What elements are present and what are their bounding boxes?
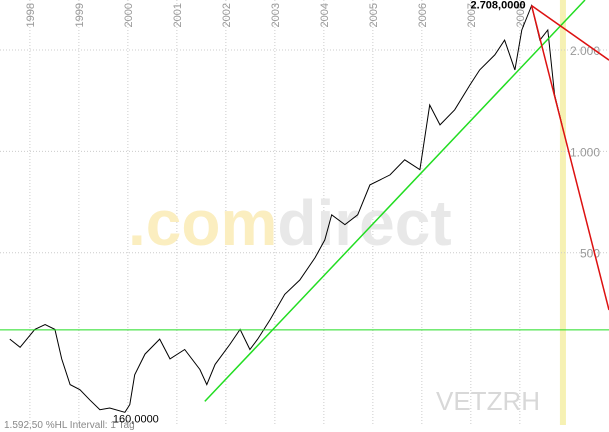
- x-tick-label: 2004: [319, 3, 331, 27]
- x-tick-label: 2005: [368, 3, 380, 27]
- min-label: 160,0000: [113, 413, 159, 425]
- y-tick-label: 2.000: [570, 44, 600, 58]
- trendline: [204, 0, 586, 402]
- trendline: [530, 5, 609, 311]
- x-tick-label: 2003: [270, 3, 282, 27]
- x-tick-label: 1998: [25, 3, 37, 27]
- watermark-com: .com: [128, 187, 277, 259]
- x-tick-label: 2002: [221, 3, 233, 27]
- x-tick-label: 2000: [123, 3, 135, 27]
- highlight-band: [559, 0, 566, 425]
- x-tick-label: 2008: [515, 3, 527, 27]
- x-tick-label: 2007: [466, 3, 478, 27]
- watermark: .comdirect: [128, 187, 452, 259]
- x-tick-label: 1999: [74, 3, 86, 27]
- symbol: VETZRH: [436, 386, 540, 416]
- trendline: [531, 5, 609, 61]
- x-tick-label: 2001: [172, 3, 184, 27]
- price-line: [9, 3, 563, 413]
- max-label: 2.708,0000: [471, 0, 526, 12]
- x-tick-label: 2006: [417, 3, 429, 27]
- footer: 1.592,50 %HL Intervall: 1 Tag: [4, 420, 135, 431]
- y-tick-label: 500: [580, 247, 600, 261]
- y-tick-label: 1.000: [570, 145, 600, 159]
